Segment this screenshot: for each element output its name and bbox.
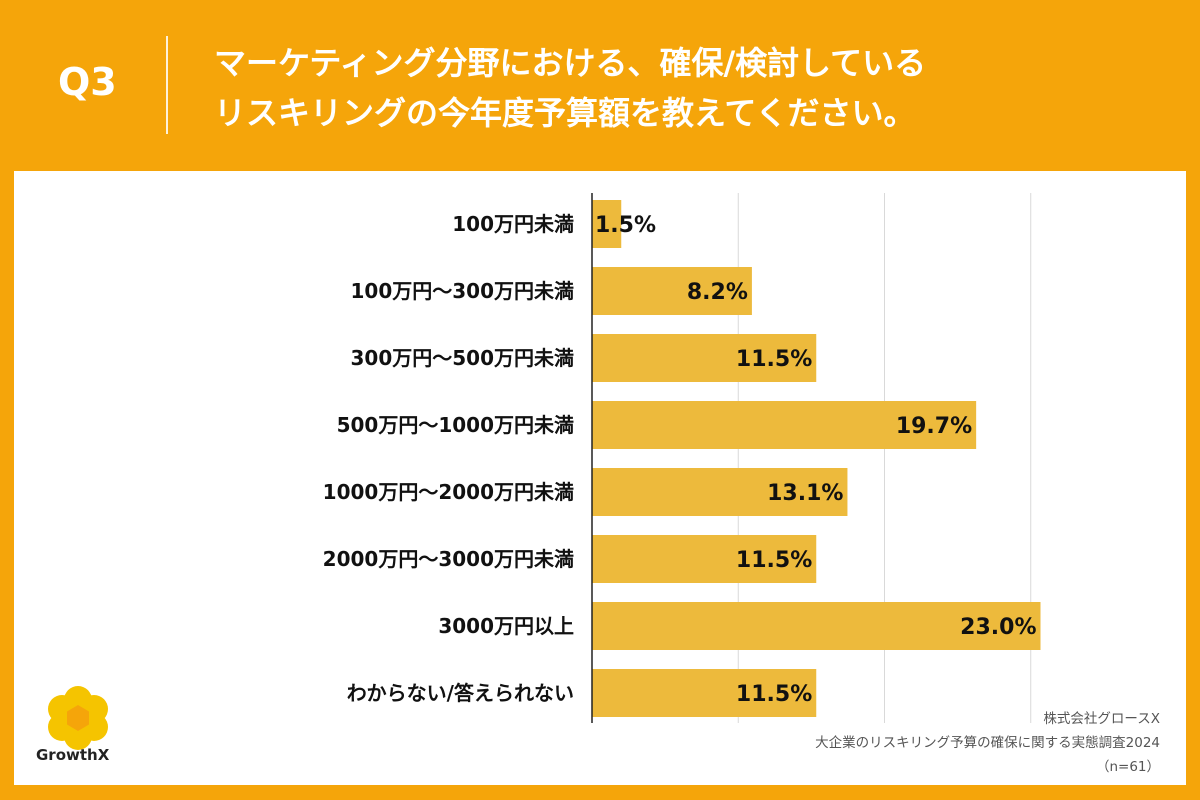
question-title: マーケティング分野における、確保/検討している リスキリングの今年度予算額を教え…	[214, 38, 1174, 138]
value-label-7: 23.0%	[960, 615, 1036, 640]
category-label-8: わからない/答えられない	[347, 681, 574, 705]
source-note: 株式会社グロースX 大企業のリスキリング予算の確保に関する実態調査2024 （n…	[815, 707, 1160, 779]
bar-8	[592, 669, 817, 717]
bar-1	[592, 200, 622, 248]
category-label-7: 3000万円以上	[438, 614, 574, 638]
title-line-2: リスキリングの今年度予算額を教えてください。	[214, 94, 916, 132]
category-label-3: 300万円〜500万円未満	[351, 346, 575, 370]
source-company: 株式会社グロースX	[1043, 711, 1160, 727]
growthx-flower-icon	[48, 686, 108, 750]
category-label-2: 100万円〜300万円未満	[351, 279, 575, 303]
title-line-1: マーケティング分野における、確保/検討している	[214, 44, 927, 82]
value-label-8: 11.5%	[736, 682, 812, 707]
category-label-6: 2000万円〜3000万円未満	[323, 547, 574, 571]
value-label-6: 11.5%	[736, 548, 812, 573]
source-sample: （n=61）	[1095, 759, 1160, 775]
bar-6	[592, 535, 817, 583]
bar-chart: 100万円未満 1.5% 100万円〜300万円未満 8.2% 300万円〜500万円未…	[323, 193, 1041, 723]
bar-2	[592, 267, 752, 315]
category-label-1: 100万円未満	[452, 212, 574, 236]
category-label-5: 1000万円〜2000万円未満	[323, 480, 574, 504]
value-label-5: 13.1%	[767, 481, 843, 506]
bar-4	[592, 401, 977, 449]
header: Q3 マーケティング分野における、確保/検討している リスキリングの今年度予算額…	[0, 0, 1200, 170]
bar-7	[592, 602, 1041, 650]
logo-text: GrowthX	[36, 746, 110, 764]
source-survey: 大企業のリスキリング予算の確保に関する実態調査2024	[815, 735, 1160, 751]
question-number: Q3	[58, 60, 117, 104]
value-label-2: 8.2%	[687, 280, 748, 305]
value-label-4: 19.7%	[896, 414, 972, 439]
category-label-4: 500万円〜1000万円未満	[337, 413, 574, 437]
value-label-1: 1.5%	[595, 213, 656, 238]
bar-3	[592, 334, 817, 382]
header-divider	[166, 36, 168, 134]
chart-panel: 100万円未満 1.5% 100万円〜300万円未満 8.2% 300万円〜500万円未…	[14, 171, 1186, 785]
value-label-3: 11.5%	[736, 347, 812, 372]
bar-5	[592, 468, 848, 516]
